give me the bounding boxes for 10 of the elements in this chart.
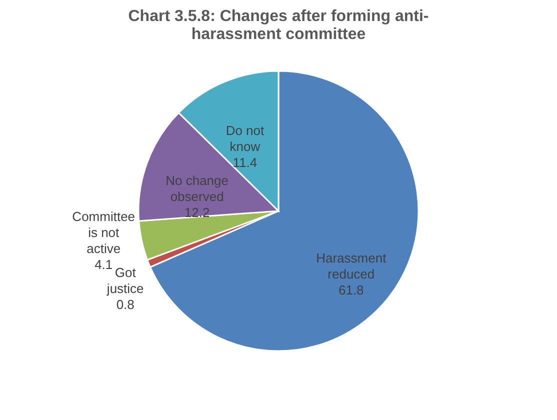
slice-label: Do not know [226, 122, 265, 154]
data-label: 11.4 [232, 154, 258, 170]
data-label: 12.2 [184, 204, 210, 220]
data-label: 4.1 [94, 256, 113, 272]
slice-label: Harassment reduced [316, 250, 387, 282]
slice-label: No change observed [166, 172, 228, 204]
slice-label: Committee is not active [72, 208, 136, 256]
data-label: 61.8 [338, 282, 364, 298]
chart-title: Chart 3.5.8: Changes after forming anti-harassment committee [128, 8, 429, 43]
data-label: 0.8 [116, 296, 134, 312]
